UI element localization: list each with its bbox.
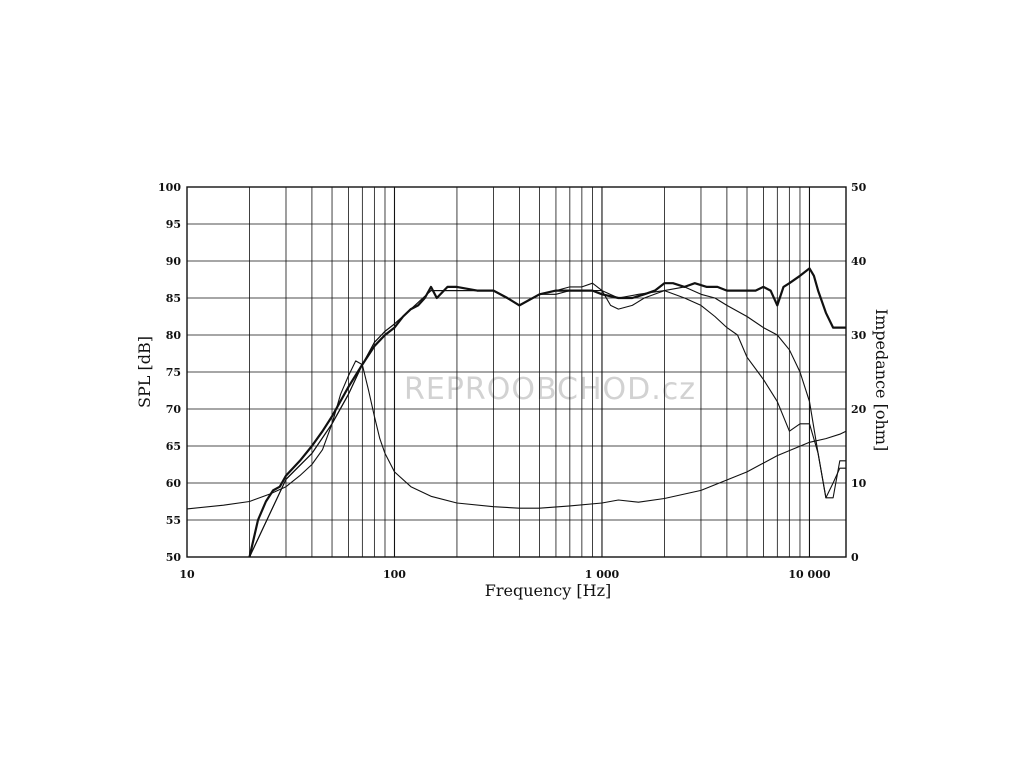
y-tick-label: 95 bbox=[166, 218, 181, 231]
y-tick-label: 80 bbox=[166, 329, 182, 342]
y-tick-label: 100 bbox=[158, 181, 181, 194]
y-tick-label: 55 bbox=[166, 514, 181, 527]
x-axis-title: Frequency [Hz] bbox=[485, 581, 612, 600]
plot-frame bbox=[186, 186, 847, 558]
series-line-3 bbox=[249, 286, 846, 558]
tick-labels: 10 100 1 000 10 000 50 55 60 65 70 75 80 85 90 95 100 0… bbox=[158, 181, 867, 581]
y2-tick-label: 30 bbox=[851, 329, 867, 342]
y-tick-label: 85 bbox=[166, 292, 181, 305]
y-tick-label: 60 bbox=[166, 477, 182, 490]
series-line-1 bbox=[248, 267, 846, 558]
y2-tick-label: 10 bbox=[851, 477, 867, 490]
y-tick-label: 50 bbox=[166, 551, 182, 564]
series-line-4 bbox=[186, 360, 847, 510]
x-tick-label: 10 000 bbox=[788, 568, 830, 581]
y-tick-label: 75 bbox=[166, 366, 181, 379]
series-layer bbox=[186, 267, 847, 558]
y-tick-label: 70 bbox=[166, 403, 182, 416]
series-line-2 bbox=[249, 282, 846, 558]
x-tick-label: 1 000 bbox=[585, 568, 620, 581]
y2-tick-label: 40 bbox=[851, 255, 867, 268]
y-tick-label: 90 bbox=[166, 255, 182, 268]
y2-tick-label: 50 bbox=[851, 181, 867, 194]
grid bbox=[187, 187, 846, 557]
y-tick-label: 65 bbox=[166, 440, 181, 453]
y2-tick-label: 0 bbox=[851, 551, 859, 564]
x-tick-label: 10 bbox=[179, 568, 195, 581]
watermark-text: REPROOBCHOD.cz bbox=[404, 372, 696, 407]
y-axis-title: SPL [dB] bbox=[135, 336, 154, 408]
y2-tick-label: 20 bbox=[851, 403, 867, 416]
x-tick-label: 100 bbox=[383, 568, 406, 581]
y2-axis-title: Impedance [ohm] bbox=[872, 309, 891, 451]
